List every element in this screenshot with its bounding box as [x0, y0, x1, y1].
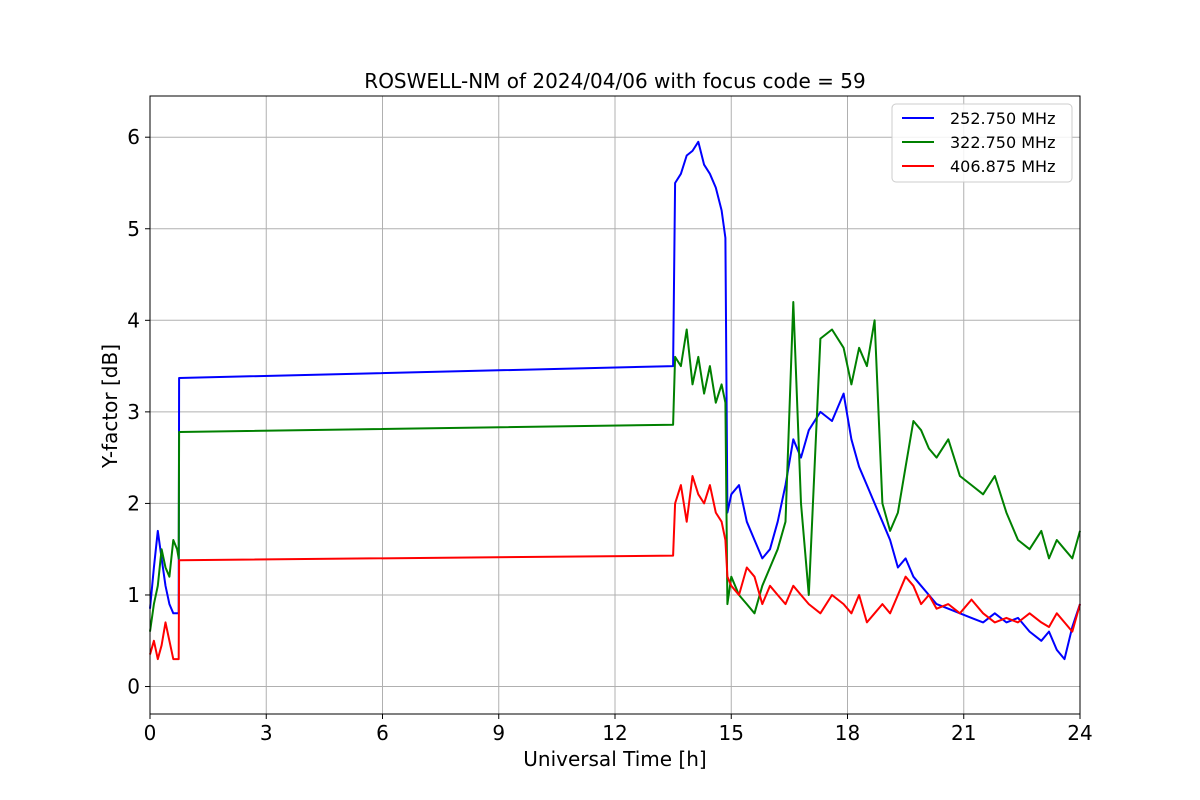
y-tick-label: 6	[127, 125, 140, 149]
series-line-2	[149, 301, 1081, 632]
x-tick-label: 3	[260, 721, 273, 745]
legend-entry-3: 406.875 MHz	[950, 157, 1055, 176]
y-tick-label: 4	[127, 308, 140, 332]
x-tick-label: 18	[835, 721, 860, 745]
chart-title: ROSWELL-NM of 2024/04/06 with focus code…	[364, 69, 865, 93]
y-tick-label: 2	[127, 491, 140, 515]
x-tick-label: 15	[719, 721, 744, 745]
x-axis-ticks: 0 3 6 9 12 15 18 21 24	[144, 714, 1093, 745]
series-layer	[149, 140, 1081, 661]
x-tick-label: 24	[1067, 721, 1092, 745]
x-tick-label: 6	[376, 721, 389, 745]
series-line-1	[149, 140, 1081, 661]
y-tick-label: 0	[127, 675, 140, 699]
y-axis-ticks: 0 1 2 3 4 5 6	[127, 125, 150, 699]
x-tick-label: 0	[144, 721, 157, 745]
x-tick-label: 12	[602, 721, 627, 745]
x-tick-label: 21	[951, 721, 976, 745]
y-tick-label: 5	[127, 217, 140, 241]
legend-entry-2: 322.750 MHz	[950, 133, 1055, 152]
y-tick-label: 1	[127, 583, 140, 607]
legend: 252.750 MHz 322.750 MHz 406.875 MHz	[891, 103, 1073, 183]
series-line-3	[149, 475, 1081, 661]
x-axis-label: Universal Time [h]	[523, 747, 706, 771]
legend-box	[891, 103, 1073, 183]
y-axis-label: Y-factor [dB]	[98, 344, 122, 469]
y-tick-label: 3	[127, 400, 140, 424]
x-tick-label: 9	[492, 721, 505, 745]
legend-entry-1: 252.750 MHz	[950, 109, 1055, 128]
